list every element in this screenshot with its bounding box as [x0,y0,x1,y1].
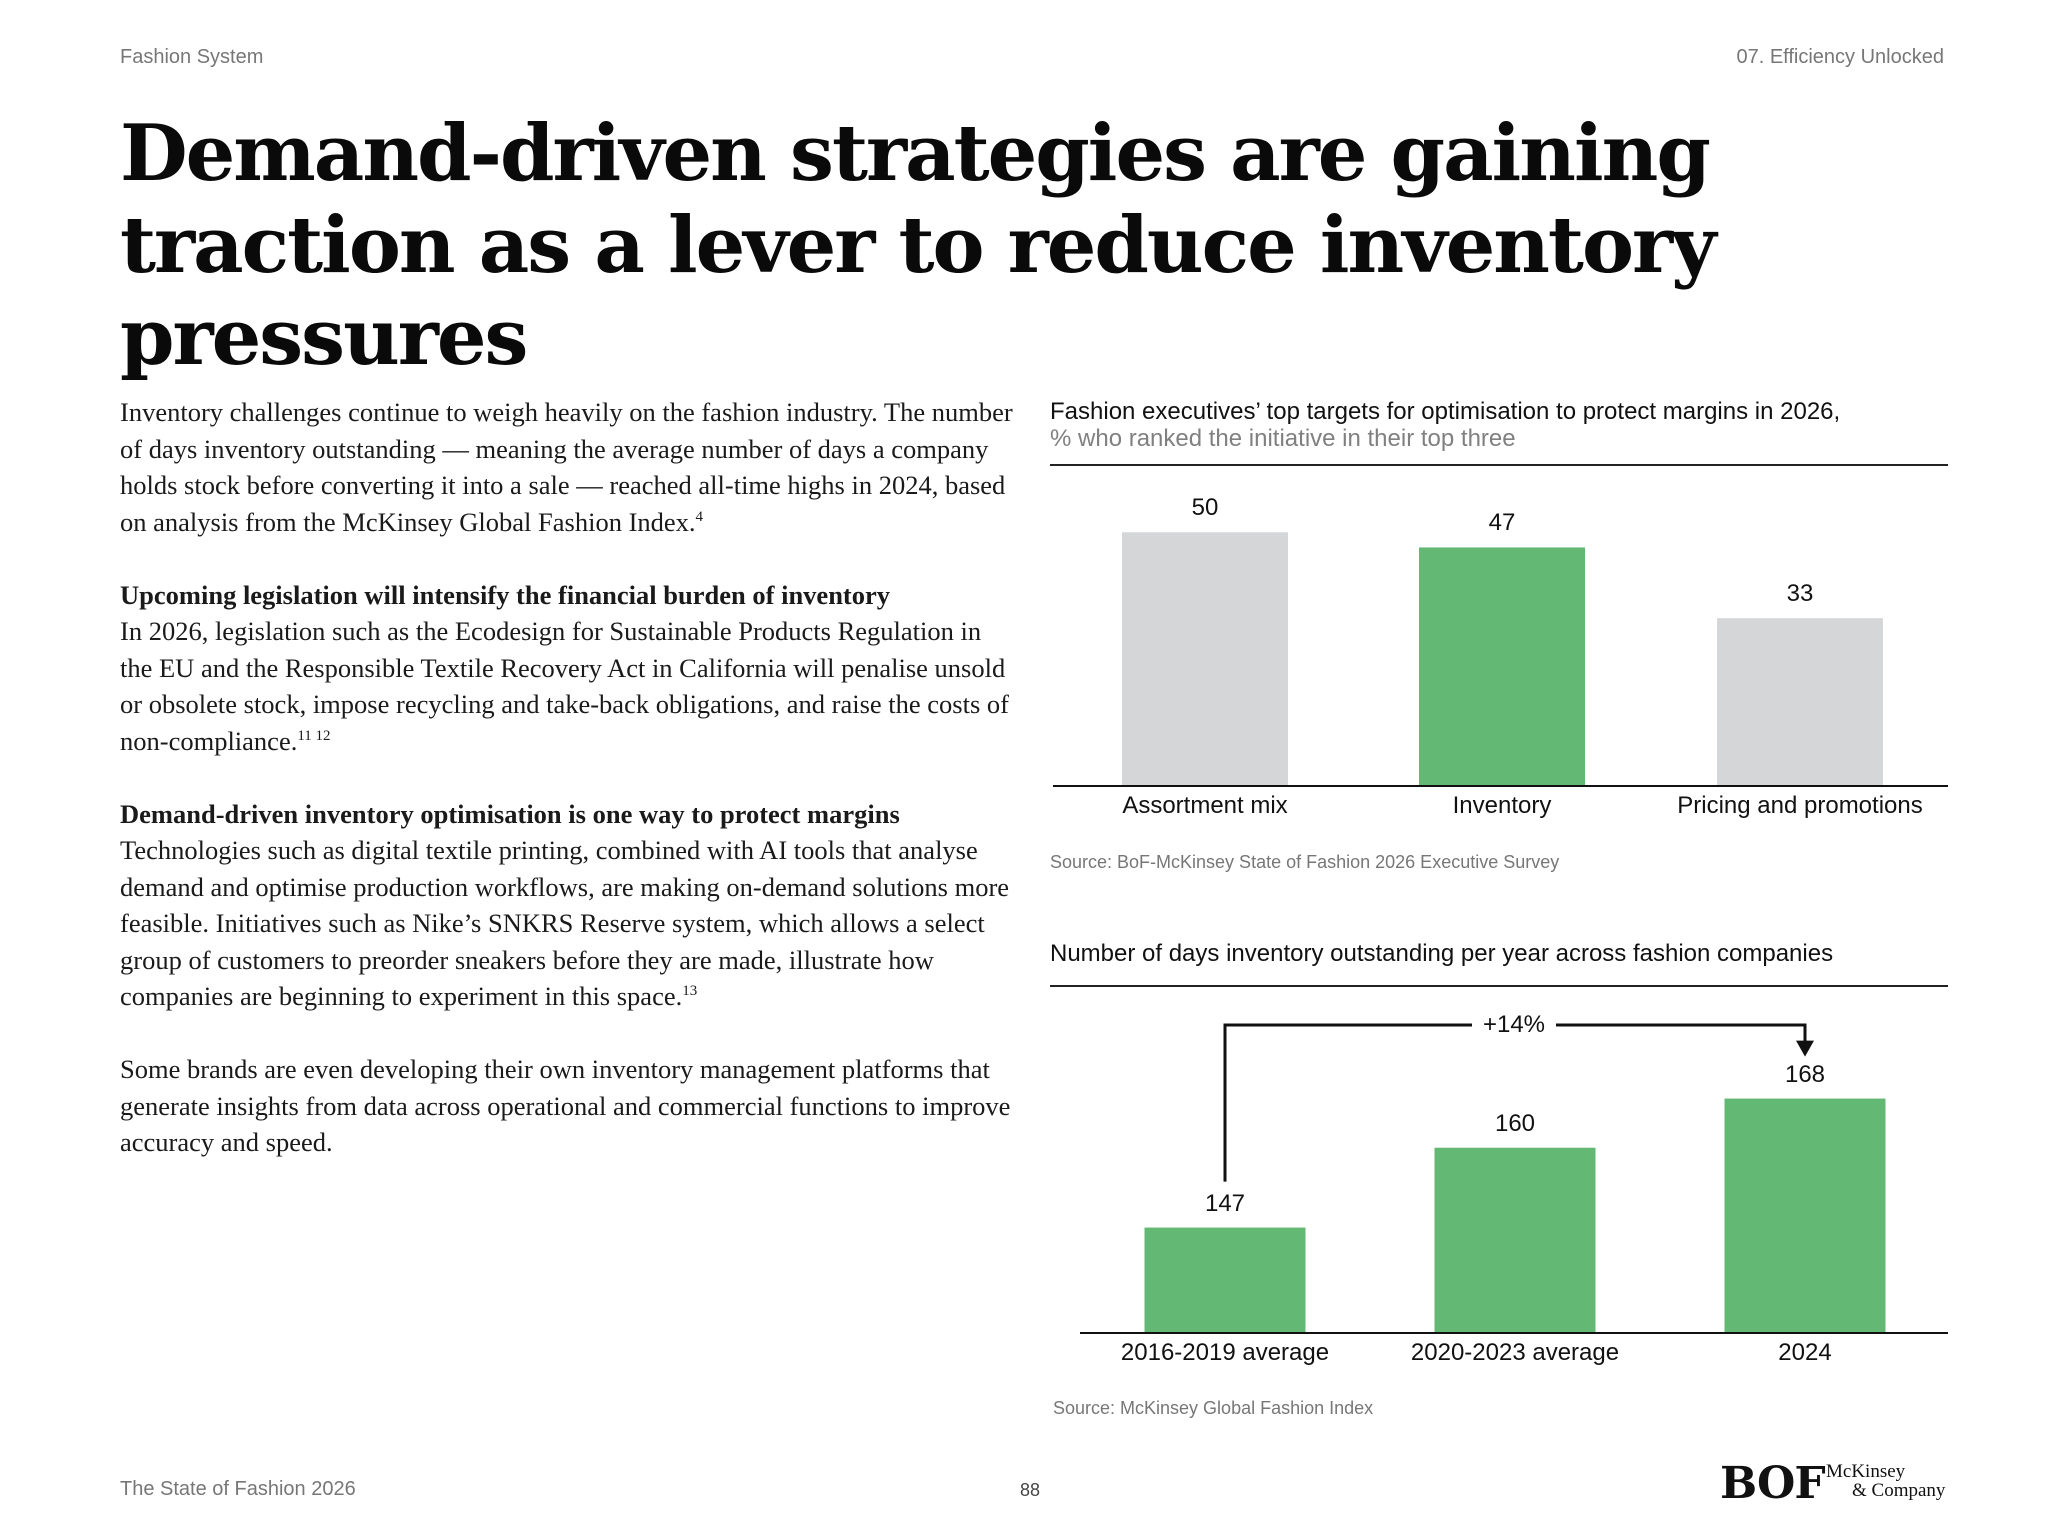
chart1-source: Source: BoF-McKinsey State of Fashion 20… [1050,852,1560,872]
bar-2 [1419,547,1585,785]
category-label-2: 2020-2023 average [1410,1339,1620,1366]
bar-3 [1724,1098,1886,1332]
value-label-1: 147 [1204,1189,1246,1217]
growth-bracket-right [1556,1023,1807,1043]
page-number: 88 [1020,1480,1041,1500]
chart1-subtitle: % who ranked the initiative in their top… [1050,425,1516,452]
body-text: Inventory challenges continue to weigh h… [120,394,1020,1197]
category-label-2: Inventory [1452,792,1552,819]
growth-annotation: +14% [1482,1011,1546,1038]
footnote-ref: 11 12 [297,727,331,744]
category-label-3: Pricing and promotions [1677,792,1923,819]
bof-logo: BOF [1720,1458,1826,1509]
bar-3 [1717,618,1883,785]
value-label-2: 160 [1494,1109,1536,1137]
paragraph-platforms-text: Some brands are even developing their ow… [120,1054,1011,1157]
footnote-ref: 13 [682,983,698,1000]
footnote-ref: 4 [695,508,704,525]
paragraph-platforms: Some brands are even developing their ow… [120,1051,1020,1161]
category-label-1: 2016-2019 average [1120,1339,1330,1366]
category-label-3: 2024 [1778,1339,1832,1366]
bar-1 [1122,532,1288,785]
paragraph-legislation-text: In 2026, legislation such as the Ecodesi… [120,616,1009,756]
mckinsey-logo-line2: & Company [1852,1480,1946,1501]
paragraph-demand-driven: Demand-driven inventory optimisation is … [120,796,1020,1015]
mckinsey-logo: McKinsey & Company [1826,1462,1945,1500]
paragraph-legislation: Upcoming legislation will intensify the … [120,577,1020,760]
running-header-right: 07. Efficiency Unlocked [1736,46,1944,68]
chart2-title: Number of days inventory outstanding per… [1050,940,1834,967]
growth-bracket-left [1223,1023,1472,1182]
running-header-left: Fashion System [120,46,264,68]
footer-publication: The State of Fashion 2026 [120,1478,356,1500]
mckinsey-logo-line1: McKinsey [1826,1461,1906,1482]
subheading-demand-driven: Demand-driven inventory optimisation is … [120,798,900,829]
chart2-source: Source: McKinsey Global Fashion Index [1053,1398,1374,1418]
chart1-title: Fashion executives’ top targets for opti… [1050,398,1841,425]
value-label-3: 168 [1784,1060,1826,1088]
bar-1 [1144,1227,1306,1332]
growth-arrowhead [1796,1040,1814,1057]
category-label-1: Assortment mix [1122,792,1288,819]
value-label-1: 50 [1191,494,1219,522]
page-title: Demand-driven strategies are gaining tra… [120,108,1716,383]
value-label-3: 33 [1786,580,1814,608]
value-label-2: 47 [1488,509,1516,537]
subheading-legislation: Upcoming legislation will intensify the … [120,579,891,610]
chart2-title-rule [1050,985,1948,987]
paragraph-intro-text: Inventory challenges continue to weigh h… [120,397,1013,537]
paragraph-intro: Inventory challenges continue to weigh h… [120,394,1020,540]
paragraph-demand-driven-text: Technologies such as digital textile pri… [120,835,1010,1011]
bar-2 [1434,1147,1596,1332]
chart1-title-rule [1050,464,1948,466]
